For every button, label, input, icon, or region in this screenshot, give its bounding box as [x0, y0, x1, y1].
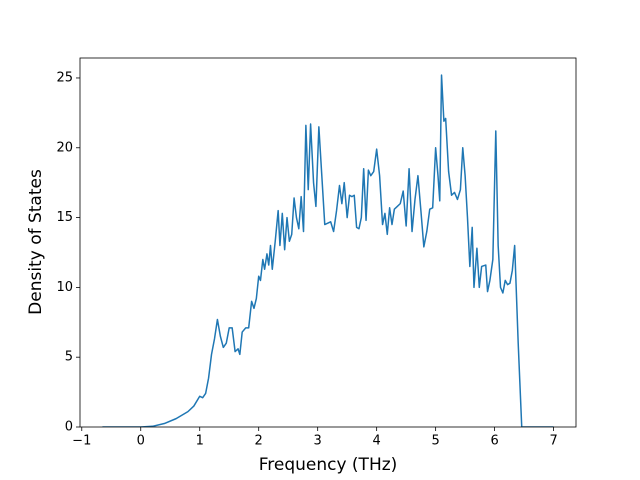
x-tick-label: 4: [373, 434, 381, 449]
x-tick-label: 1: [196, 434, 204, 449]
y-axis-label: Density of States: [26, 169, 46, 315]
x-tick-label: −1: [72, 434, 91, 449]
y-tick-label: 10: [56, 280, 73, 295]
x-tick-label: 6: [490, 434, 498, 449]
x-tick-label: 3: [314, 434, 322, 449]
plot-frame: [79, 57, 577, 428]
y-tick-label: 15: [56, 210, 73, 225]
line: [102, 74, 554, 427]
x-tick-label: 7: [549, 434, 557, 449]
x-tick-label: 5: [431, 434, 439, 449]
x-axis-label: Frequency (THz): [259, 455, 398, 475]
y-tick-label: 0: [65, 420, 73, 435]
x-tick-label: 2: [255, 434, 263, 449]
y-tick-label: 20: [56, 140, 73, 155]
y-tick-label: 5: [65, 350, 73, 365]
x-tick-label: 0: [137, 434, 145, 449]
y-tick-label: 25: [56, 70, 73, 85]
